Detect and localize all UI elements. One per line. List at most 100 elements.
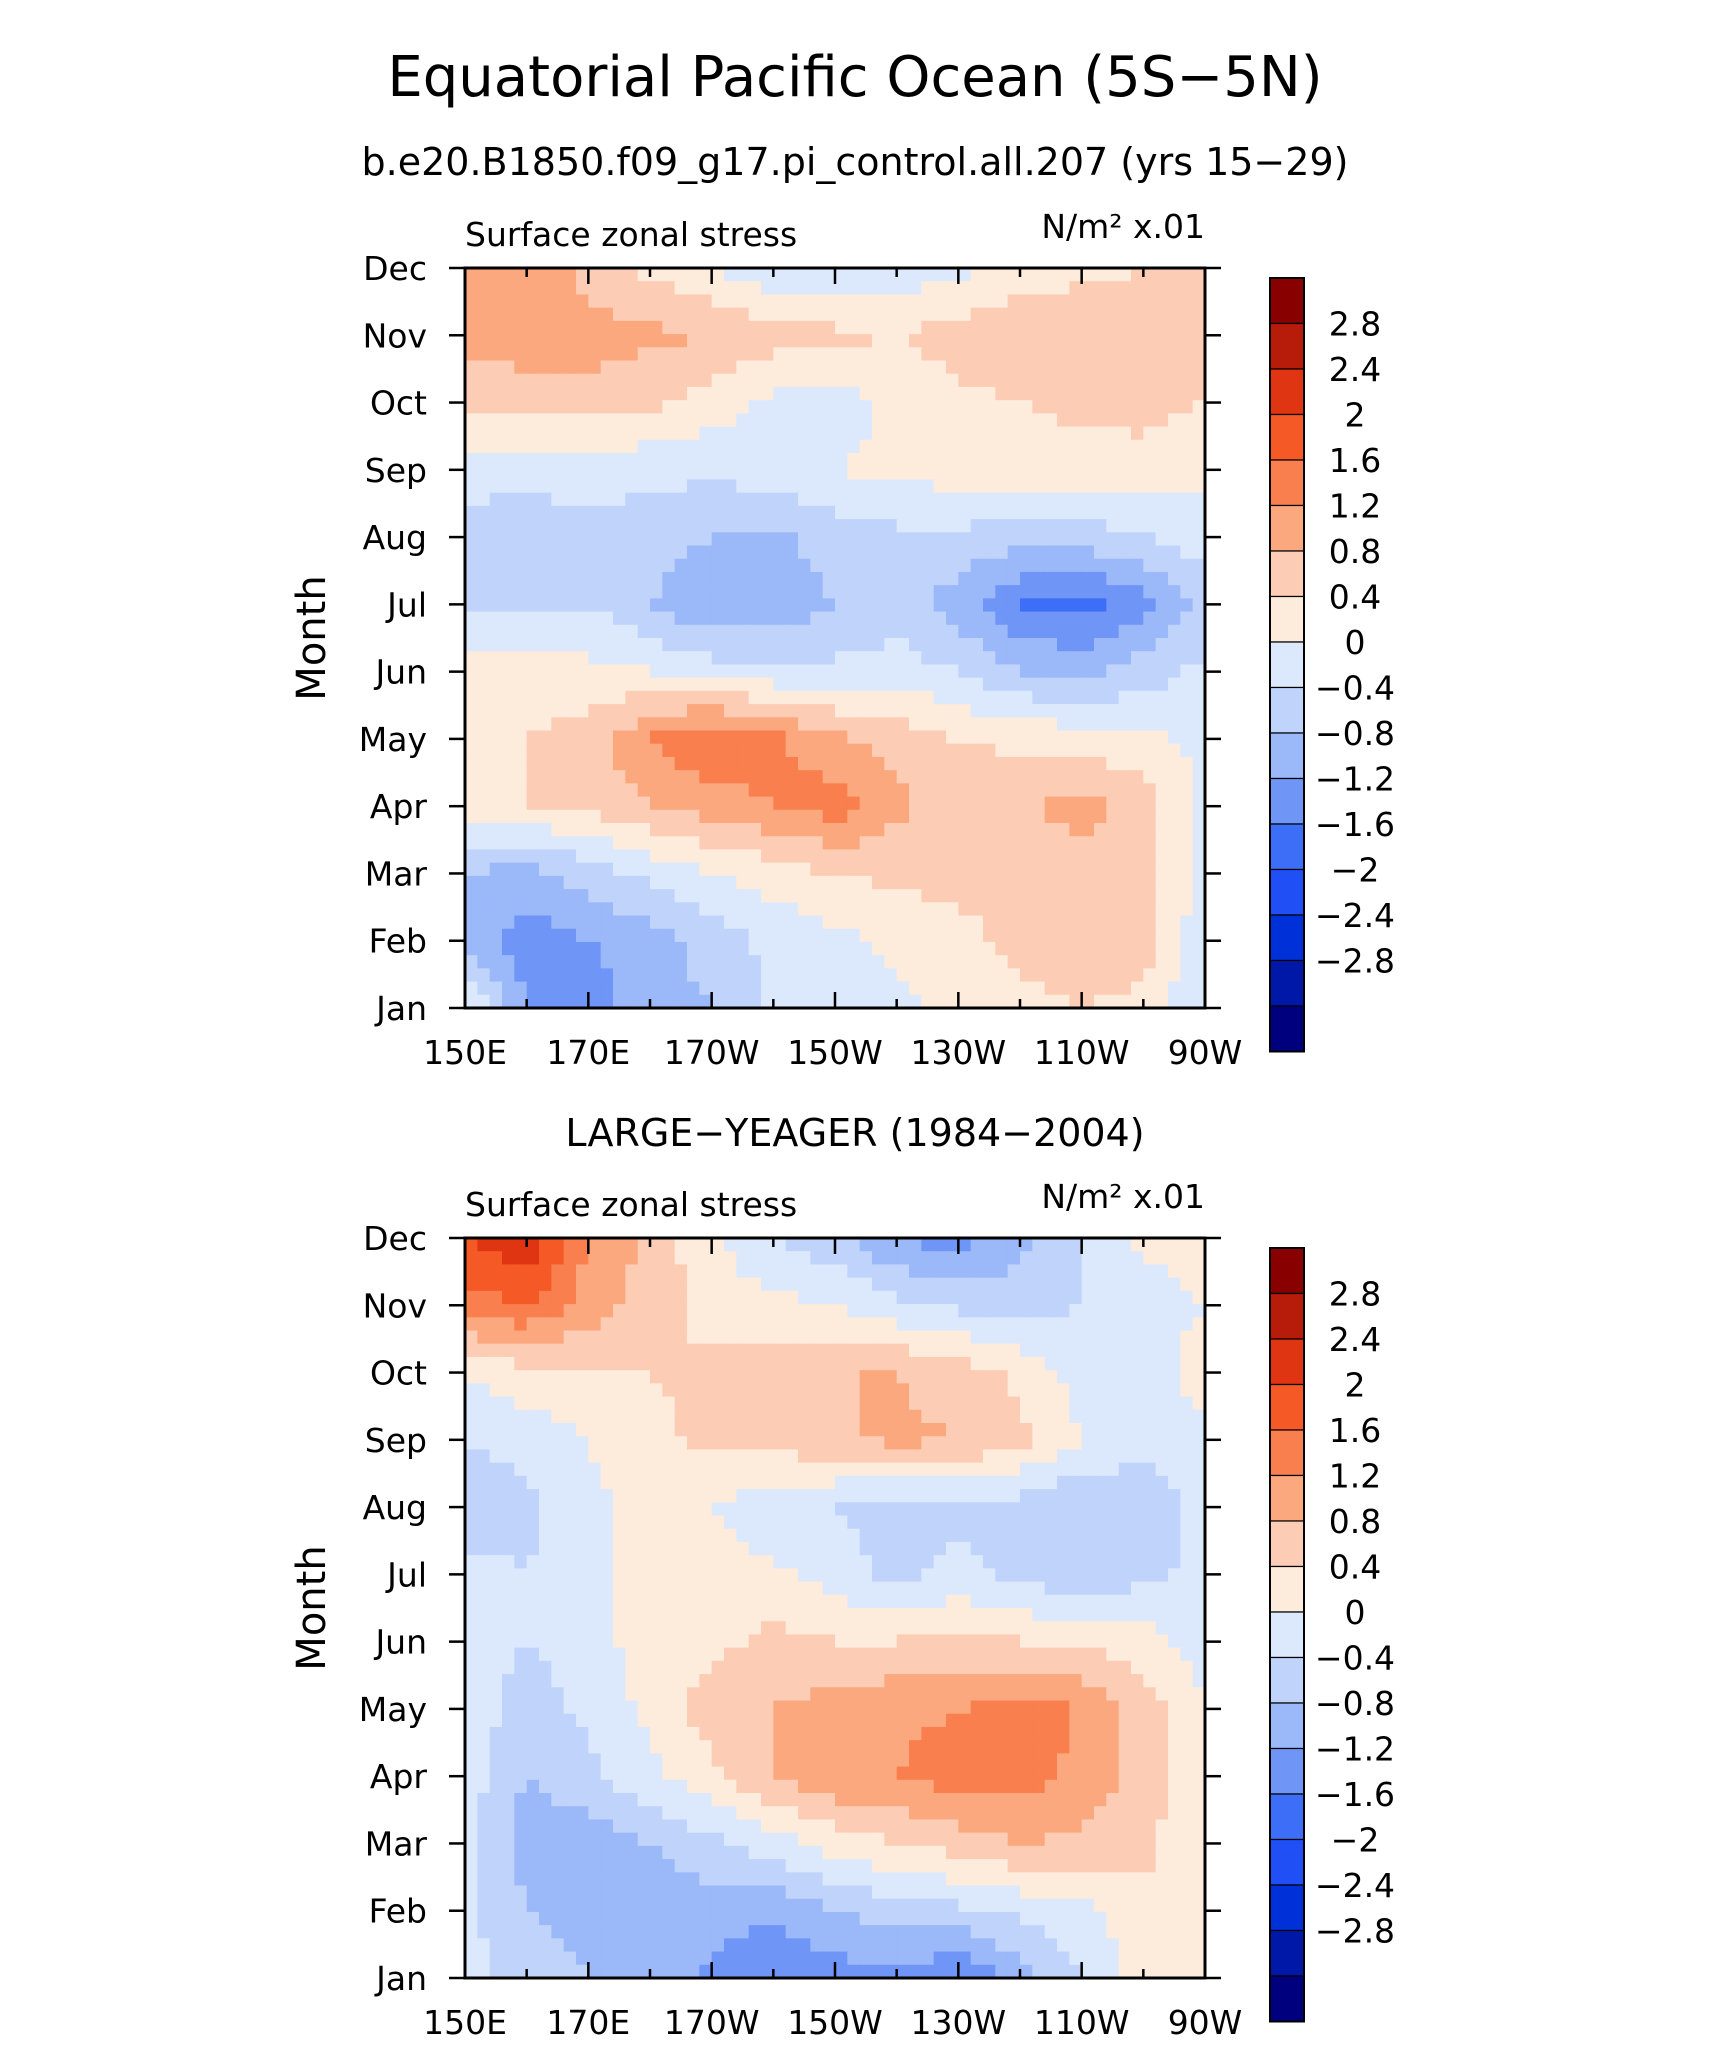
heatmap-cell (1081, 849, 1095, 864)
heatmap-cell (946, 453, 959, 467)
heatmap-cell (1155, 571, 1169, 586)
heatmap-cell (551, 598, 565, 613)
heatmap-cell (761, 492, 774, 507)
heatmap-cell (563, 968, 577, 983)
heatmap-cell (822, 624, 836, 639)
heatmap-cell (896, 1449, 910, 1464)
heatmap-cell (662, 1356, 676, 1371)
heatmap-cell (637, 1515, 651, 1530)
heatmap-cell (662, 889, 676, 903)
heatmap-cell (650, 1317, 663, 1332)
heatmap-cell (514, 360, 528, 375)
heatmap-cell (711, 268, 725, 282)
heatmap-cell (539, 334, 552, 348)
heatmap-cell (1118, 717, 1132, 732)
heatmap-cell (1069, 664, 1083, 679)
heatmap-cell (600, 836, 614, 851)
heatmap-cell (1057, 1502, 1070, 1517)
heatmap-cell (785, 571, 799, 586)
heatmap-cell (761, 1356, 774, 1371)
heatmap-cell (1118, 532, 1132, 547)
heatmap-cell (995, 1251, 1009, 1266)
heatmap-cell (662, 638, 676, 652)
heatmap-cell (625, 1396, 639, 1411)
heatmap-cell (958, 413, 972, 428)
heatmap-cell (465, 743, 478, 758)
heatmap-cell (674, 690, 688, 705)
heatmap-cell (724, 1251, 737, 1266)
heatmap-cell (921, 400, 935, 414)
heatmap-cell (761, 426, 774, 441)
heatmap-cell (773, 320, 787, 335)
heatmap-cell (983, 1409, 996, 1424)
heatmap-cell (600, 902, 614, 917)
heatmap-cell (1020, 994, 1033, 1009)
heatmap-cell (1168, 1462, 1181, 1477)
heatmap-cell (909, 862, 922, 877)
heatmap-cell (983, 664, 996, 679)
heatmap-cell (1180, 1251, 1194, 1266)
heatmap-cell (625, 624, 639, 639)
heatmap-cell (711, 1555, 725, 1569)
heatmap-cell (958, 690, 972, 705)
heatmap-cell (1081, 1238, 1095, 1252)
heatmap-cell (995, 981, 1009, 996)
heatmap-cell (551, 1277, 565, 1292)
heatmap-cell (1020, 598, 1033, 613)
y-tick-label: Jul (385, 585, 427, 624)
heatmap-cell (1020, 334, 1033, 348)
heatmap-cell (687, 1396, 700, 1411)
heatmap-cell (625, 1449, 639, 1464)
heatmap-cell (946, 1304, 959, 1318)
heatmap-cell (1081, 981, 1095, 996)
heatmap-cell (563, 770, 577, 784)
heatmap-cell (1168, 1502, 1181, 1517)
heatmap-cell (588, 1568, 602, 1583)
heatmap-cell (1131, 651, 1144, 666)
heatmap-cell (847, 426, 861, 441)
colorbar-box (1269, 504, 1305, 552)
heatmap-cell (551, 994, 565, 1009)
colorbar-label: 2 (1345, 396, 1366, 435)
heatmap-cell (502, 1304, 515, 1318)
heatmap-cell (1131, 439, 1144, 454)
heatmap-cell (970, 373, 984, 388)
heatmap-cell (1094, 756, 1107, 771)
heatmap-cell (637, 1251, 651, 1266)
heatmap-cell (1168, 571, 1181, 586)
heatmap-cell (909, 1515, 922, 1530)
heatmap-cell (1143, 611, 1157, 626)
heatmap-cell (983, 1356, 996, 1371)
heatmap-cell (736, 1515, 750, 1530)
heatmap-cell (699, 624, 713, 639)
heatmap-cell (761, 505, 774, 520)
heatmap-cell (847, 466, 861, 481)
heatmap-cell (1081, 1528, 1095, 1543)
heatmap-cell (970, 756, 984, 771)
heatmap-cell (551, 928, 565, 943)
heatmap-cell (773, 1555, 787, 1569)
heatmap-cell (1044, 545, 1058, 560)
heatmap-cell (1143, 360, 1157, 375)
heatmap-cell (884, 320, 898, 335)
heatmap-cell (970, 889, 984, 903)
heatmap-cell (1168, 519, 1181, 533)
heatmap-cell (1192, 651, 1206, 666)
heatmap-cell (983, 704, 996, 718)
heatmap-cell (477, 268, 491, 282)
heatmap-cell (1069, 955, 1083, 969)
heatmap-cell (502, 1489, 515, 1503)
heatmap-cell (1007, 373, 1021, 388)
heatmap-cell (884, 611, 898, 626)
heatmap-cell (637, 994, 651, 1009)
heatmap-cell (1131, 1475, 1144, 1490)
heatmap-cell (859, 770, 873, 784)
heatmap-cell (1168, 704, 1181, 718)
heatmap-cell (970, 1489, 984, 1503)
heatmap-cell (946, 756, 959, 771)
heatmap-cell (835, 1251, 848, 1266)
heatmap-cell (1192, 1304, 1206, 1318)
heatmap-cell (1069, 413, 1083, 428)
colorbar-box (1269, 777, 1305, 825)
heatmap-cell (896, 968, 910, 983)
